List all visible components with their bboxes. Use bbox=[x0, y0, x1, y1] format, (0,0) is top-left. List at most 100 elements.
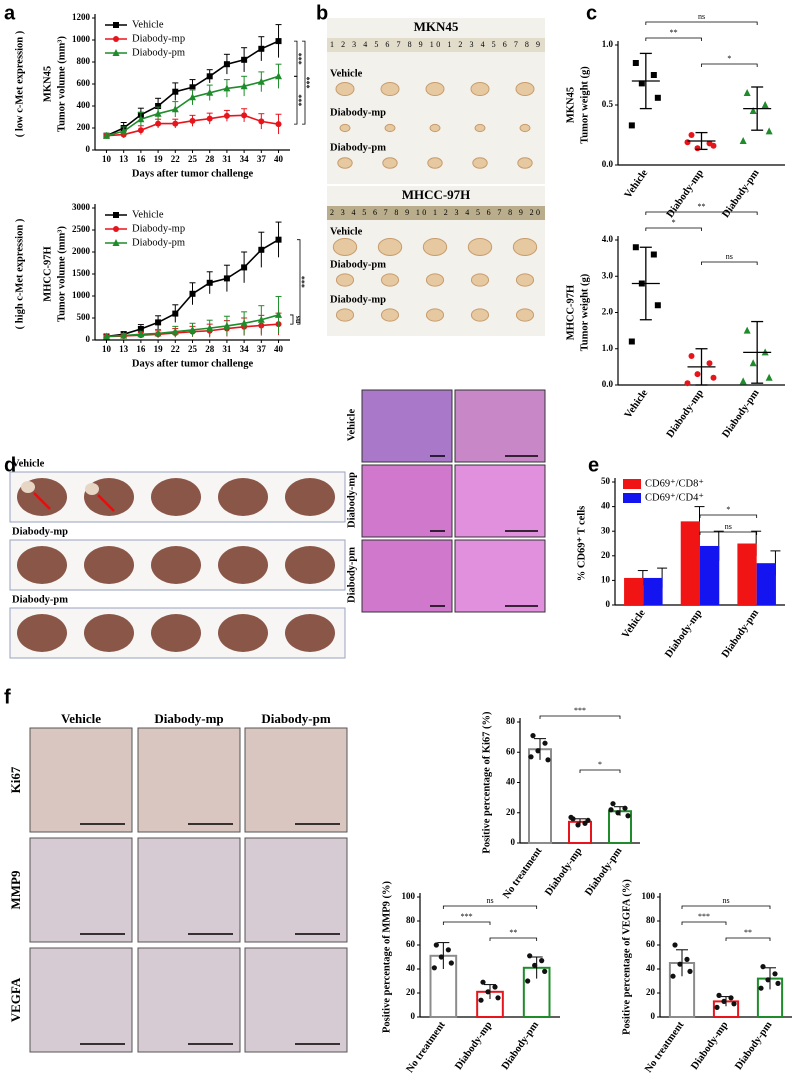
data-point bbox=[716, 992, 722, 999]
he-image bbox=[454, 539, 546, 613]
marker bbox=[189, 117, 196, 124]
marker bbox=[154, 109, 162, 117]
marker bbox=[112, 239, 120, 246]
ihc-image bbox=[244, 837, 348, 943]
tumor bbox=[384, 123, 396, 133]
marker bbox=[632, 244, 639, 251]
data-point bbox=[535, 748, 541, 754]
y-tick-label: 2.0 bbox=[602, 307, 614, 317]
y-tick-label: 1.0 bbox=[602, 343, 614, 353]
ruler bbox=[327, 38, 545, 52]
data-point bbox=[525, 978, 531, 984]
x-tick-label: 22 bbox=[171, 344, 181, 354]
marker bbox=[258, 118, 265, 125]
tumor bbox=[332, 238, 358, 256]
marker bbox=[240, 319, 248, 327]
y-tick-label: 500 bbox=[77, 312, 91, 322]
marker bbox=[743, 89, 751, 96]
he-image bbox=[361, 539, 453, 613]
data-point bbox=[438, 954, 444, 960]
column-label: Vehicle bbox=[61, 711, 101, 726]
tumor bbox=[515, 273, 535, 287]
y-tick-label: 100 bbox=[642, 891, 656, 901]
data-point bbox=[765, 977, 771, 983]
marker bbox=[137, 326, 144, 332]
data-point bbox=[585, 817, 591, 823]
ihc-image bbox=[137, 727, 241, 833]
marker bbox=[650, 72, 657, 78]
y-axis-label: Tumor volume (mm³) bbox=[56, 36, 67, 132]
tumor bbox=[377, 238, 403, 256]
significance-label: * bbox=[598, 760, 602, 769]
tumor bbox=[335, 273, 355, 287]
ihc-image bbox=[244, 727, 348, 833]
row-label: Diabody-mp bbox=[12, 526, 68, 537]
side-label: MKN45 bbox=[565, 87, 576, 123]
column-label: Diabody-pm bbox=[261, 711, 331, 726]
tumor bbox=[425, 273, 445, 287]
y-tick-label: 50 bbox=[601, 476, 611, 486]
liver bbox=[151, 478, 201, 516]
marker bbox=[172, 310, 179, 317]
liver bbox=[218, 478, 268, 516]
data-point bbox=[492, 984, 498, 990]
marker bbox=[189, 84, 196, 91]
ihc-image bbox=[137, 947, 241, 1053]
bar bbox=[680, 521, 700, 605]
marker bbox=[654, 94, 661, 101]
marker bbox=[275, 310, 283, 318]
significance-label: ns bbox=[698, 12, 705, 21]
data-point bbox=[714, 1004, 720, 1011]
data-point bbox=[542, 740, 548, 746]
liver bbox=[151, 614, 201, 652]
data-point bbox=[622, 805, 628, 811]
marker bbox=[275, 236, 282, 243]
data-point bbox=[542, 968, 548, 975]
significance-bracket bbox=[579, 769, 621, 773]
significance-label: ** bbox=[670, 28, 678, 37]
bar bbox=[528, 748, 552, 844]
significance-bracket bbox=[539, 715, 621, 719]
marker bbox=[688, 132, 695, 138]
tumor bbox=[335, 82, 355, 96]
marker bbox=[694, 145, 701, 152]
marker bbox=[155, 319, 162, 326]
marker bbox=[694, 371, 701, 378]
x-tick-label: 16 bbox=[136, 154, 146, 164]
y-tick-label: 3000 bbox=[72, 202, 91, 212]
x-axis-label: Days after tumor challenge bbox=[132, 358, 254, 369]
he-image bbox=[361, 389, 453, 463]
marker bbox=[206, 115, 213, 122]
data-point bbox=[539, 958, 545, 964]
legend-label: Diabody-mp bbox=[132, 33, 185, 44]
column-label: Diabody-mp bbox=[154, 711, 223, 726]
data-point bbox=[445, 947, 451, 953]
significance-label: *** bbox=[574, 706, 586, 715]
y-tick-label: 100 bbox=[402, 891, 416, 901]
marker bbox=[710, 142, 717, 149]
lesion bbox=[21, 481, 35, 493]
significance-label: ns bbox=[722, 896, 729, 905]
data-point bbox=[610, 801, 616, 807]
legend-label: Vehicle bbox=[132, 209, 164, 220]
y-tick-label: 20 bbox=[601, 550, 611, 560]
legend-label: CD69⁺/CD4⁺ bbox=[645, 492, 704, 503]
significance-bracket bbox=[645, 211, 758, 215]
y-tick-label: 200 bbox=[77, 122, 91, 132]
y-axis-label: Tumor weight (g) bbox=[579, 66, 590, 144]
data-point bbox=[672, 942, 678, 948]
marker bbox=[155, 103, 162, 109]
row-label: MMP9 bbox=[8, 870, 23, 909]
significance-bracket bbox=[297, 239, 301, 325]
y-tick-label: 1.0 bbox=[602, 39, 614, 49]
marker bbox=[739, 137, 747, 144]
significance-bracket bbox=[701, 63, 758, 67]
significance-bracket bbox=[699, 514, 758, 518]
x-tick-label: 19 bbox=[154, 344, 164, 354]
y-tick-label: 1500 bbox=[72, 268, 91, 278]
panel-letter: f bbox=[4, 686, 11, 708]
tumor bbox=[515, 82, 535, 96]
marker bbox=[206, 324, 214, 332]
y-axis-label: Tumor volume (mm³) bbox=[56, 226, 67, 322]
marker bbox=[189, 325, 196, 333]
